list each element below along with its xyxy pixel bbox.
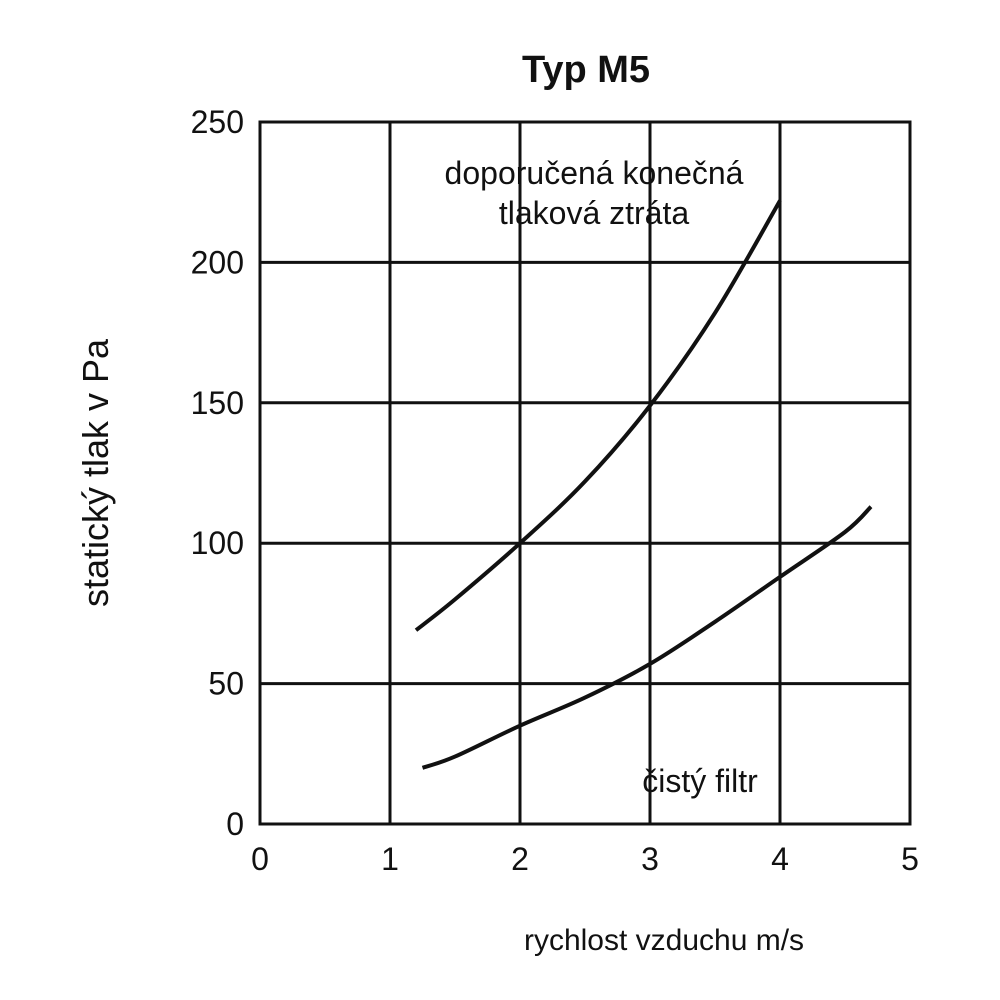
- y-tick-label: 200: [191, 244, 244, 280]
- series-line-1: [414, 199, 782, 632]
- x-tick-label: 4: [771, 841, 789, 877]
- annotation-label: tlaková ztráta: [499, 195, 690, 231]
- grid: [260, 122, 910, 824]
- x-axis-label: rychlost vzduchu m/s: [524, 924, 804, 957]
- annotations: doporučená konečná tlaková ztráta čistý fi…: [445, 155, 759, 799]
- annotation-label: doporučená konečná: [445, 155, 744, 191]
- x-tick-label: 0: [251, 841, 269, 877]
- y-tick-label: 100: [191, 525, 244, 561]
- series-lines: [414, 199, 873, 770]
- series-line-2: [421, 505, 873, 770]
- y-tick-label: 250: [191, 104, 244, 140]
- x-tick-label: 2: [511, 841, 529, 877]
- x-tick-label: 1: [381, 841, 399, 877]
- y-tick-label: 150: [191, 385, 244, 421]
- chart-title: Typ M5: [522, 49, 650, 91]
- x-tick-label: 3: [641, 841, 659, 877]
- annotation-label: čistý filtr: [642, 763, 758, 799]
- y-tick-label: 0: [226, 806, 244, 842]
- plot-frame: [258, 120, 912, 826]
- y-tick-label: 50: [208, 666, 244, 702]
- x-tick-label: 5: [901, 841, 919, 877]
- y-axis-label: statický tlak v Pa: [75, 338, 116, 607]
